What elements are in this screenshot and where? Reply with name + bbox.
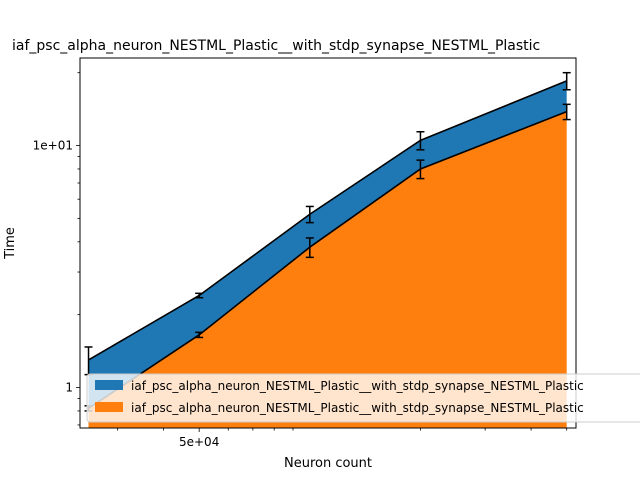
legend-box — [86, 373, 640, 423]
errorbar-series-2-point-2 — [195, 331, 204, 339]
legend-swatch-series-2 — [95, 402, 123, 412]
legend-label-series-1: iaf_psc_alpha_neuron_NESTML_Plastic__wit… — [131, 379, 584, 393]
legend-label-series-2: iaf_psc_alpha_neuron_NESTML_Plastic__wit… — [131, 401, 584, 415]
x-axis-ticks: 5e+04 — [117, 428, 568, 449]
plot-frame — [79, 57, 577, 429]
errorbar-series-2-point-3 — [305, 237, 314, 259]
legend: iaf_psc_alpha_neuron_NESTML_Plastic__wit… — [86, 373, 640, 423]
errorbar-series-2-point-4 — [416, 159, 425, 180]
area-series-2 — [88, 111, 567, 429]
y-tick-label: 1 — [65, 380, 73, 394]
y-tick-label: 1e+01 — [33, 139, 73, 153]
x-tick-label: 5e+04 — [179, 435, 219, 449]
x-axis-label: Neuron count — [284, 456, 372, 471]
legend-swatch-series-1 — [95, 380, 123, 390]
y-axis-ticks: 1 1e+01 — [33, 72, 80, 426]
chart-title: iaf_psc_alpha_neuron_NESTML_Plastic__wit… — [12, 38, 540, 54]
errorbar-series-1-point-5 — [562, 71, 571, 91]
errorbar-series-2-point-5 — [562, 103, 571, 121]
errorbar-series-1-point-2 — [195, 292, 204, 299]
area-layer — [88, 80, 567, 429]
y-axis-label: Time — [3, 227, 18, 260]
errorbar-series-1-point-4 — [416, 131, 425, 151]
area-series-1 — [88, 80, 567, 409]
errorbar-series-1-point-3 — [305, 205, 314, 224]
